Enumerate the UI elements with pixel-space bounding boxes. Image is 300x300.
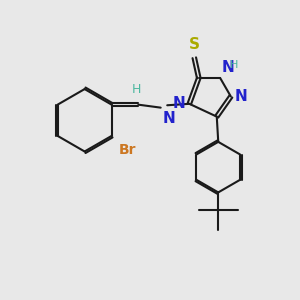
Text: N: N — [172, 96, 185, 111]
Text: N: N — [162, 111, 175, 126]
Text: H: H — [132, 83, 142, 96]
Text: Br: Br — [119, 143, 136, 157]
Text: H: H — [230, 60, 238, 70]
Text: N: N — [222, 60, 234, 75]
Text: N: N — [234, 89, 247, 104]
Text: S: S — [189, 38, 200, 52]
